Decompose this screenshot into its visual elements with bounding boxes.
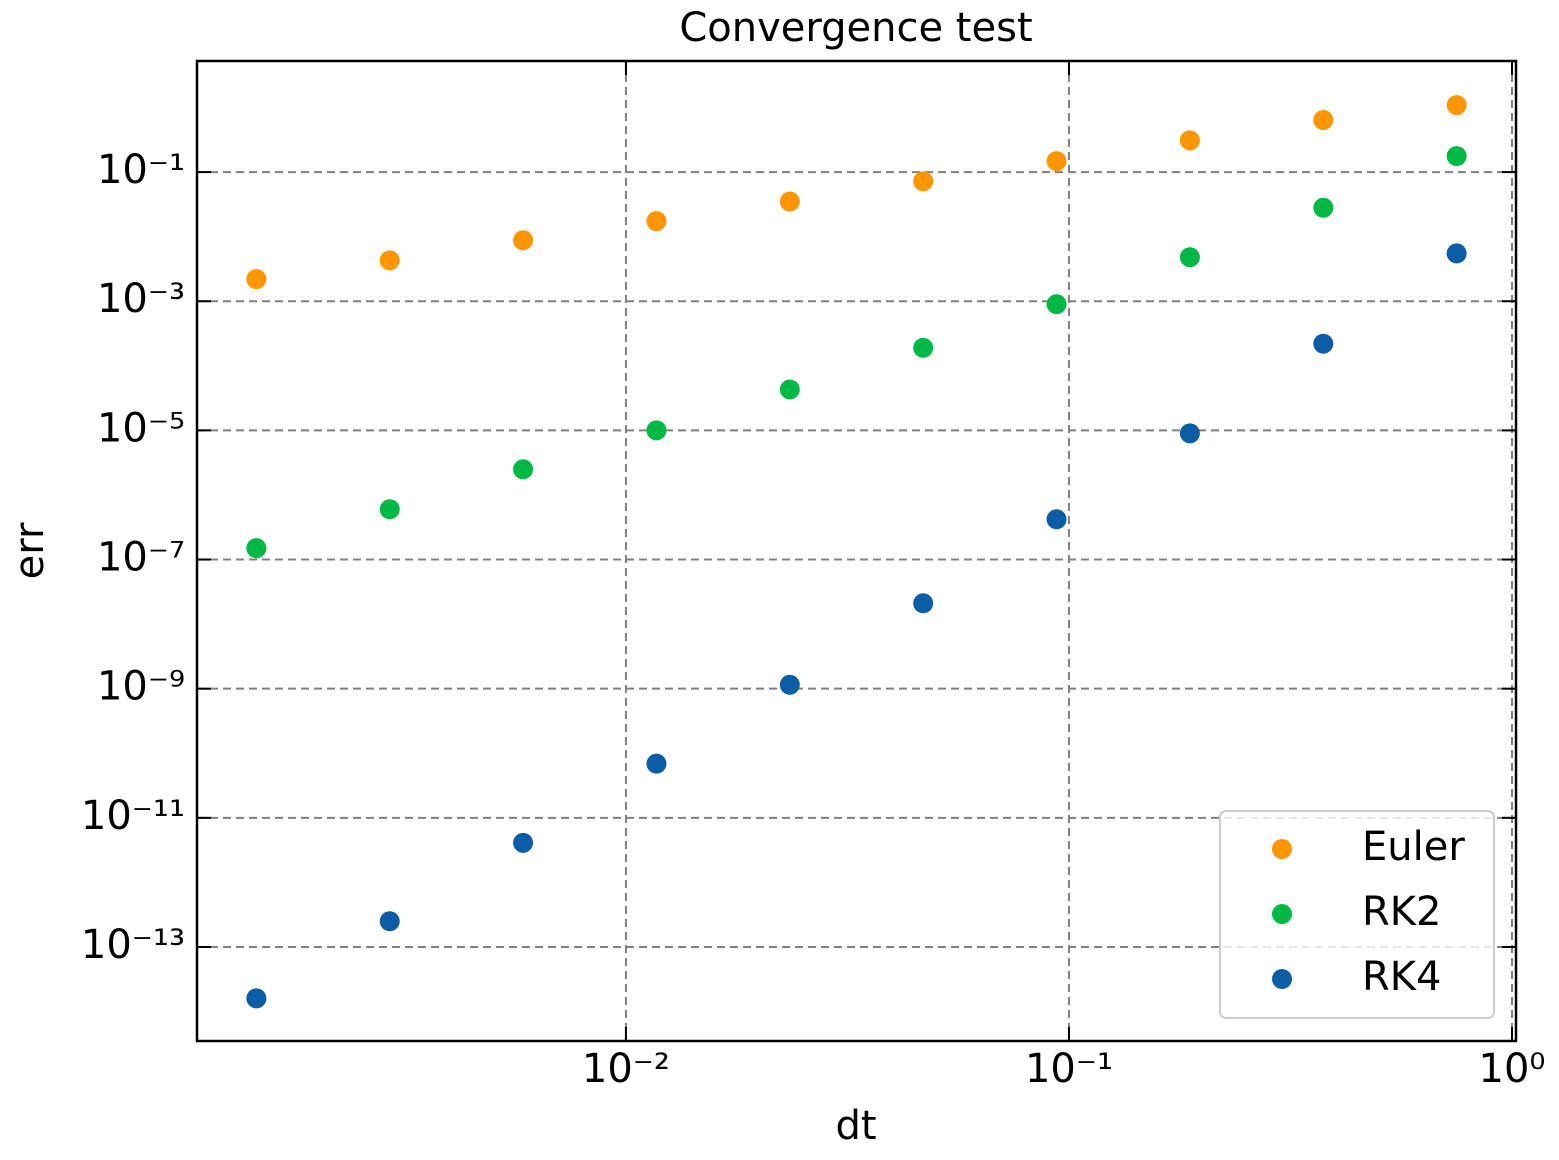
point xyxy=(379,250,400,271)
point xyxy=(779,674,800,695)
legend-label: RK2 xyxy=(1362,889,1441,935)
point xyxy=(779,191,800,212)
point xyxy=(646,211,667,232)
y-tick-label: 10⁻¹¹ xyxy=(81,793,185,839)
y-tick-label: 10⁻⁵ xyxy=(97,405,185,451)
chart-title: Convergence test xyxy=(679,5,1032,51)
plot-frame xyxy=(195,59,1518,1043)
legend-marker xyxy=(1272,904,1292,924)
point xyxy=(1446,146,1467,167)
y-tick-label: 10⁻³ xyxy=(97,276,185,322)
legend-marker xyxy=(1272,969,1292,989)
point xyxy=(913,171,934,192)
point xyxy=(1446,95,1467,116)
point xyxy=(1046,509,1067,530)
y-axis-label: err xyxy=(7,522,53,579)
y-tick-label: 10⁻⁷ xyxy=(97,535,185,581)
x-tick-label: 10⁻¹ xyxy=(1025,1046,1113,1092)
point xyxy=(513,459,534,480)
point xyxy=(1046,294,1067,315)
legend-label: Euler xyxy=(1362,824,1465,870)
point xyxy=(1179,423,1200,444)
point xyxy=(246,988,267,1009)
x-axis-label: dt xyxy=(835,1103,876,1149)
point xyxy=(1313,197,1334,218)
point xyxy=(513,832,534,853)
x-tick-label: 10⁻² xyxy=(582,1046,670,1092)
point xyxy=(1313,110,1334,131)
point xyxy=(379,911,400,932)
y-tick-label: 10⁻¹ xyxy=(97,147,185,193)
point xyxy=(246,269,267,290)
legend-marker xyxy=(1272,839,1292,859)
point xyxy=(779,379,800,400)
point xyxy=(646,420,667,441)
y-tick-label: 10⁻¹³ xyxy=(81,922,185,968)
y-tick-label: 10⁻⁹ xyxy=(97,664,185,710)
point xyxy=(246,538,267,559)
point xyxy=(913,337,934,358)
point xyxy=(1179,247,1200,268)
x-tick-label: 10⁰ xyxy=(1479,1046,1546,1092)
point xyxy=(513,230,534,251)
legend-label: RK4 xyxy=(1362,954,1441,1000)
legend-frame xyxy=(1219,810,1495,1019)
point xyxy=(1179,130,1200,151)
point xyxy=(1446,243,1467,264)
point xyxy=(913,593,934,614)
point xyxy=(1046,151,1067,172)
point xyxy=(379,499,400,520)
point xyxy=(646,753,667,774)
point xyxy=(1313,333,1334,354)
